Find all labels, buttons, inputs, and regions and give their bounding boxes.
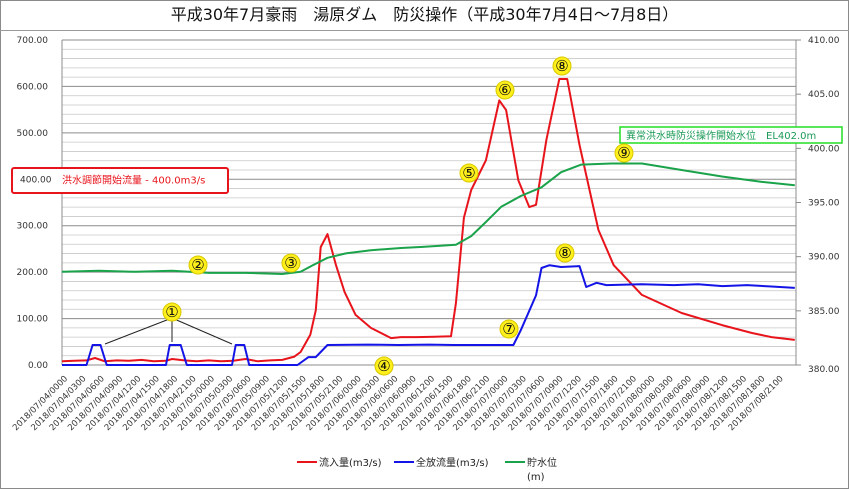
marker-circle <box>495 80 515 100</box>
y-right-tick-label: 385.00 <box>808 307 840 317</box>
y-left-tick-label: 600.00 <box>17 82 49 92</box>
y-left-tick-label: 200.00 <box>17 268 49 278</box>
marker-label: ⑨ <box>617 144 630 162</box>
marker-leader-line <box>104 317 173 345</box>
y-left-tick-label: 100.00 <box>17 315 49 325</box>
y-right-tick-label: 390.00 <box>808 253 840 263</box>
marker-circle <box>188 255 208 275</box>
marker-leader-line <box>171 317 233 345</box>
y-left-tick-label: 0.00 <box>28 361 48 371</box>
legend-label: 貯水位 <box>527 456 557 469</box>
y-left-tick-label: 300.00 <box>17 222 49 232</box>
marker-circle <box>555 243 575 263</box>
flood-control-box <box>11 167 229 194</box>
y-left-tick-label-400: 400.00 <box>20 175 52 185</box>
series-line-water-level <box>61 162 795 275</box>
chart-title: 平成30年7月豪雨 湯原ダム 防災操作（平成30年7月4日～7月8日） <box>0 0 849 31</box>
marker-circle <box>499 319 519 339</box>
marker-circle <box>614 143 634 163</box>
y-left-tick-label: 500.00 <box>17 129 49 139</box>
marker-label: ⑦ <box>502 320 515 338</box>
marker-label: ① <box>165 303 178 321</box>
y-left-tick-label: 700.00 <box>17 36 49 46</box>
marker-circle <box>162 302 182 322</box>
marker-label: ⑧ <box>555 57 568 75</box>
marker-label: ⑤ <box>462 164 475 182</box>
legend-label: 流入量(m3/s) <box>319 456 382 469</box>
marker-circle <box>281 253 301 273</box>
marker-circle <box>552 56 572 76</box>
marker-label: ⑥ <box>498 81 511 99</box>
series-line-outflow <box>62 264 795 366</box>
marker-label: ② <box>191 256 204 274</box>
y-right-tick-label: 395.00 <box>808 199 840 209</box>
marker-circle <box>374 356 394 376</box>
y-right-tick-label: 400.00 <box>808 144 840 154</box>
marker-circle <box>459 163 479 183</box>
marker-label: ⑧ <box>558 244 571 262</box>
y-right-tick-label: 405.00 <box>808 90 840 100</box>
abnormal-operation-label: 異常洪水時防災操作開始水位 EL402.0m <box>626 129 816 142</box>
marker-label: ③ <box>284 254 297 272</box>
flood-control-label: 洪水調節開始流量 - 400.0m3/s <box>62 173 205 186</box>
abnormal-operation-box <box>619 126 843 144</box>
y-right-tick-label: 410.00 <box>808 36 840 46</box>
legend-unit: (m) <box>527 472 545 483</box>
legend-label: 全放流量(m3/s) <box>416 456 489 469</box>
marker-label: ④ <box>377 357 390 375</box>
y-right-tick-label: 380.00 <box>808 365 840 375</box>
